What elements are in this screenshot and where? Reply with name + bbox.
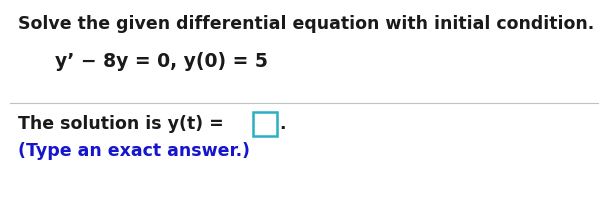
- Text: Solve the given differential equation with initial condition.: Solve the given differential equation wi…: [18, 15, 594, 33]
- Text: The solution is y(t) =: The solution is y(t) =: [18, 115, 230, 133]
- Text: .: .: [279, 115, 286, 133]
- FancyBboxPatch shape: [253, 112, 277, 136]
- Text: y’ − 8y = 0, y(0) = 5: y’ − 8y = 0, y(0) = 5: [55, 52, 268, 71]
- Text: (Type an exact answer.): (Type an exact answer.): [18, 142, 250, 160]
